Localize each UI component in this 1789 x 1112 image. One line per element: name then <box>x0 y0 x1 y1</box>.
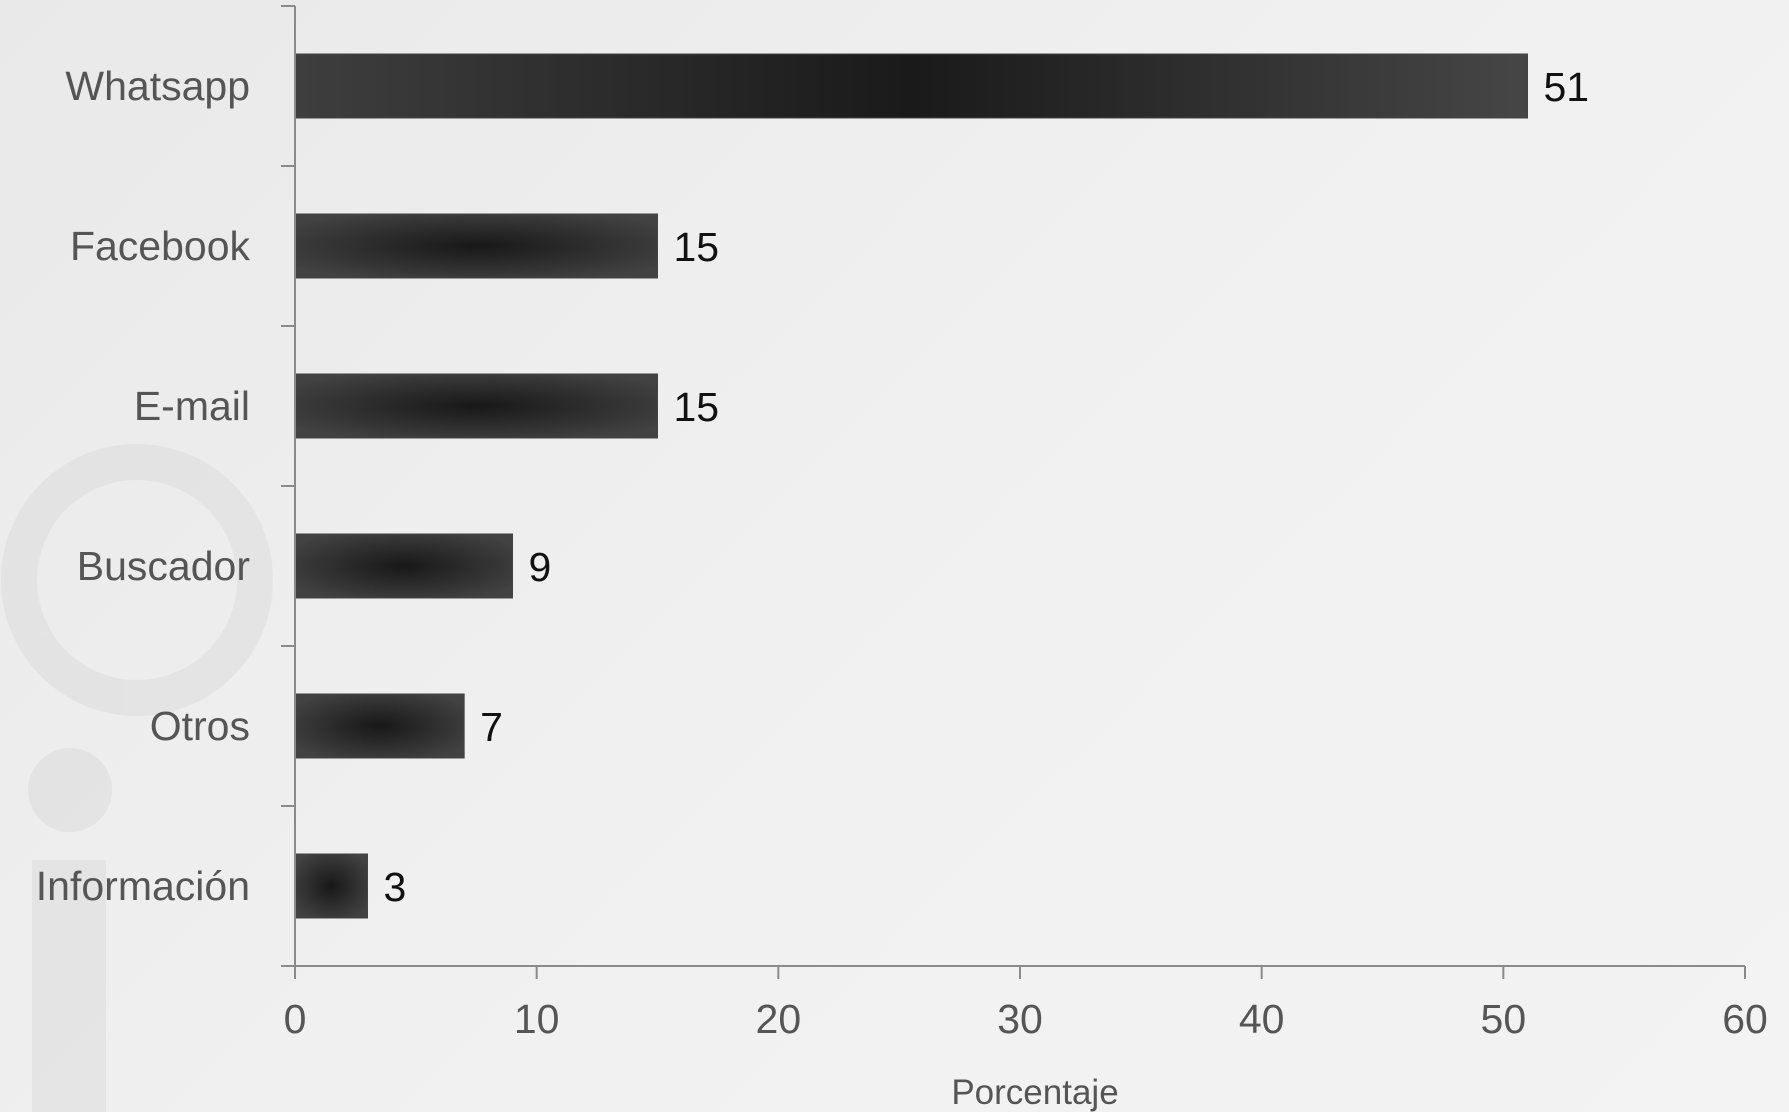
bar-buscador <box>294 533 513 599</box>
bar-e-mail <box>294 373 658 439</box>
category-label: Otros <box>150 703 250 749</box>
data-label: 51 <box>1544 64 1590 110</box>
x-tick-label: 0 <box>284 996 307 1042</box>
bar-facebook <box>294 213 658 279</box>
x-tick-label: 40 <box>1239 996 1285 1042</box>
y-ticks-layer <box>281 5 295 967</box>
data-label: 15 <box>674 224 720 270</box>
value-labels-layer: 51 15 15 9 7 3 <box>384 64 1590 910</box>
watermark-logo <box>1 444 273 1112</box>
category-labels-layer: Whatsapp Facebook E-mail Buscador Otros Infor… <box>36 63 251 909</box>
x-tick-label: 60 <box>1722 996 1768 1042</box>
category-label: Facebook <box>70 223 251 269</box>
bar-informaci-n <box>294 853 368 919</box>
x-tick-label: 50 <box>1481 996 1527 1042</box>
data-label: 15 <box>674 384 720 430</box>
bar-otros <box>294 693 465 759</box>
data-label: 9 <box>529 544 552 590</box>
category-label: Whatsapp <box>65 63 250 109</box>
data-label: 3 <box>384 864 407 910</box>
data-label: 7 <box>480 704 503 750</box>
bar-whatsapp <box>294 53 1528 119</box>
x-tick-label: 30 <box>997 996 1043 1042</box>
axes <box>294 6 1745 967</box>
category-label: E-mail <box>134 383 250 429</box>
x-tick-label: 10 <box>514 996 560 1042</box>
category-label: Información <box>36 863 250 909</box>
x-ticks-layer: 0 10 20 30 40 50 60 <box>284 966 1768 1042</box>
x-axis-title: Porcentaje <box>951 1073 1118 1112</box>
bars-layer <box>294 53 1528 919</box>
x-tick-label: 20 <box>756 996 802 1042</box>
category-label: Buscador <box>77 543 250 589</box>
